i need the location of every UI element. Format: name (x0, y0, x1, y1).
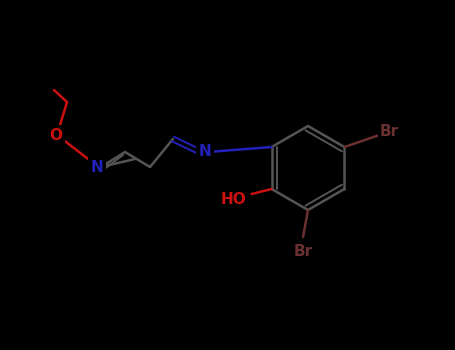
Text: Br: Br (293, 245, 313, 259)
Text: HO: HO (221, 193, 247, 208)
Text: N: N (91, 160, 103, 175)
Text: O: O (50, 127, 62, 142)
Text: Br: Br (380, 125, 399, 140)
Text: N: N (199, 145, 212, 160)
